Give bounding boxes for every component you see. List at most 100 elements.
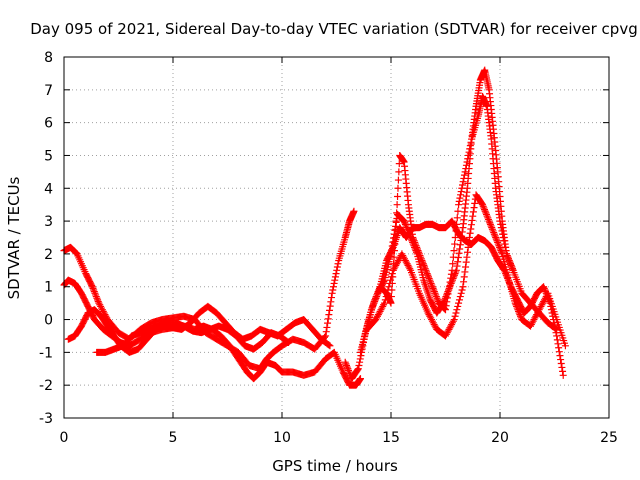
data-point-dense [543,291,551,299]
data-point-dense [480,204,488,212]
data-point-dense [462,258,470,266]
data-point-dense [382,293,390,301]
data-point-dense [434,296,442,304]
data-point [370,299,378,307]
data-point-dense [465,148,473,156]
data-point-dense [549,312,557,320]
data-point-dense [463,253,471,261]
data-point-dense [506,260,514,268]
data-point-dense [505,256,513,264]
data-point-dense [455,249,463,257]
data-point [328,289,336,297]
data-point-dense [544,294,552,302]
data-point-dense [479,202,487,210]
data-point-dense [499,234,507,241]
data-point-dense [456,293,464,301]
data-point-dense [354,366,362,374]
data-point-dense [502,271,510,279]
data-point-dense [393,209,401,217]
data-point [442,306,449,314]
data-point-dense [442,302,450,310]
data-point-dense [506,279,514,287]
data-point [400,217,408,225]
data-point-dense [505,278,513,286]
data-point-dense [417,253,425,261]
data-point-dense [457,191,465,199]
data-point-dense [460,171,468,179]
data-point-dense [467,138,475,146]
y-tick-label: 8 [44,50,53,66]
data-point [409,234,417,241]
data-point-dense [487,222,495,230]
data-point-dense [326,302,334,310]
data-point-dense [449,317,457,325]
data-point-dense [488,225,496,233]
data-point-dense [490,230,498,238]
data-point-dense [554,340,562,348]
data-point-dense [486,219,494,227]
data-point-dense [451,240,459,248]
data-point [561,342,569,350]
data-point-dense [499,230,507,238]
data-point [492,234,500,241]
data-point-dense [387,273,395,281]
series-track-h [376,217,567,379]
data-point-dense [406,265,414,273]
data-point-dense [558,363,566,371]
data-point-dense [411,240,419,248]
data-point [380,299,388,307]
series-track-b [60,276,364,389]
data-point-dense [506,281,514,289]
data-point-dense [456,194,464,202]
data-point-dense [508,265,516,273]
data-point [285,339,293,347]
data-point [559,371,567,379]
data-point-dense [453,262,461,270]
data-point-dense [456,241,464,249]
data-point-dense [88,281,96,289]
data-point-dense [460,278,468,286]
data-point-dense [394,184,402,192]
data-point-dense [486,220,494,228]
data-point [450,316,458,324]
data-point-dense [504,253,512,261]
data-point-dense [501,268,509,276]
data-point-dense [483,212,491,220]
data-point-dense [457,188,465,196]
data-point-dense [551,325,559,333]
data-point-dense [496,243,504,251]
data-point-dense [423,270,431,278]
data-point-dense [552,329,560,337]
data-point-dense [550,319,558,327]
data-point-dense [413,243,421,251]
y-tick-label: -3 [39,411,53,427]
y-tick-label: 1 [44,280,53,296]
data-point-dense [469,212,477,220]
data-point-dense [373,289,381,297]
data-point-dense [93,294,101,302]
data-point-dense [460,273,468,281]
data-point-dense [345,368,353,376]
data-point-dense [344,365,352,373]
data-point [546,299,554,307]
data-point [496,217,504,225]
data-point-dense [429,284,437,292]
data-point-dense [327,298,335,306]
data-point-dense [454,258,462,266]
data-point-dense [450,247,458,255]
data-point-dense [556,352,564,360]
data-point-dense [463,158,471,166]
data-point-dense [356,358,364,366]
data-point-dense [482,209,490,217]
data-point-dense [89,284,97,292]
y-axis-label: SDTVAR / TECUs [5,176,23,299]
data-point-dense [419,258,427,266]
data-point-dense [459,178,467,186]
data-point-dense [453,214,461,222]
data-point-dense [469,208,477,216]
data-point-dense [432,293,440,301]
data-point [479,201,487,209]
data-point-dense [443,294,451,302]
data-point-dense [541,286,549,294]
